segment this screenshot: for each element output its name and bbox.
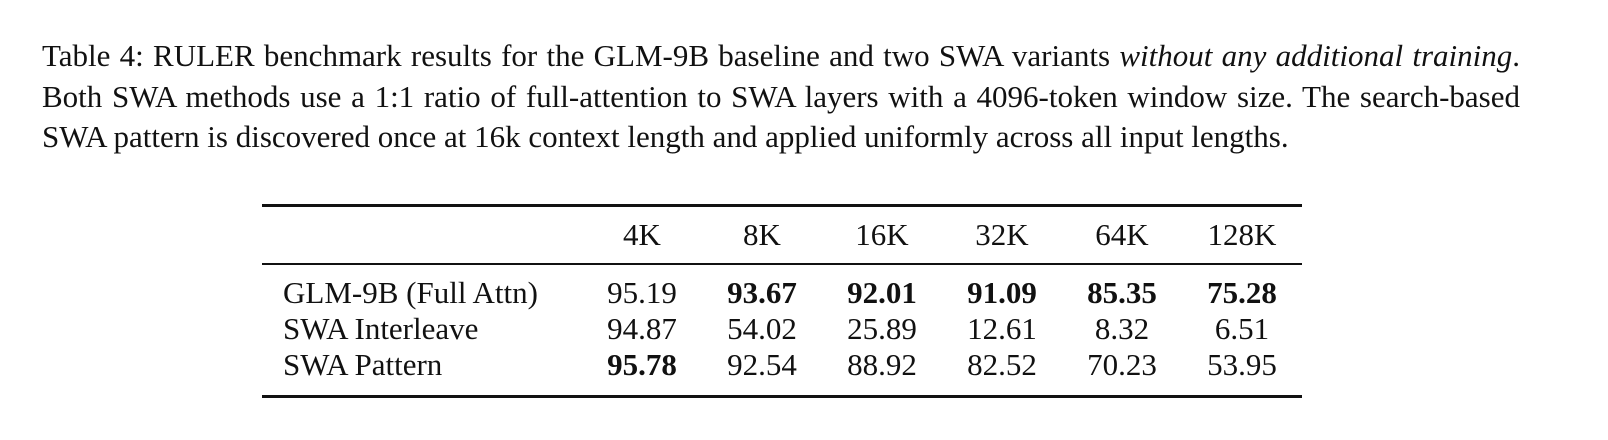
results-table: 4K 8K 16K 32K 64K 128K GLM-9B (Full Attn) 95.1… — [262, 204, 1302, 398]
table-cell: 75.28 — [1207, 275, 1277, 310]
table-cell: 53.95 — [1207, 347, 1277, 382]
table-caption: Table 4: RULER benchmark results for the… — [42, 36, 1520, 158]
table-body: GLM-9B (Full Attn) 95.19 93.67 92.01 91.09 85… — [262, 264, 1302, 397]
column-header: 16K — [855, 217, 909, 252]
table-cell: 94.87 — [607, 311, 677, 346]
caption-text: . Both SWA methods use a 1:1 ratio of fu… — [42, 38, 1520, 154]
table-cell: 6.51 — [1214, 311, 1270, 346]
table-cell: 70.23 — [1087, 347, 1157, 382]
header-row: 4K 8K 16K 32K 64K 128K — [262, 205, 1302, 265]
column-header: 128K — [1207, 217, 1277, 252]
table-header: 4K 8K 16K 32K 64K 128K — [262, 205, 1302, 265]
table-cell: 91.09 — [967, 275, 1037, 310]
header-cell — [262, 206, 582, 265]
row-label: SWA Pattern — [283, 347, 443, 382]
table-cell: 82.52 — [967, 347, 1037, 382]
table-cell: 85.35 — [1087, 275, 1157, 310]
table-cell: 93.67 — [727, 275, 797, 310]
table-row: SWA Interleave 94.87 54.02 25.89 12.61 8.32 6.… — [262, 311, 1302, 347]
table-cell: 95.78 — [607, 347, 677, 382]
column-header: 64K — [1095, 217, 1149, 252]
table-cell: 54.02 — [727, 311, 797, 346]
table-cell: 92.01 — [847, 275, 917, 310]
row-label: SWA Interleave — [283, 311, 479, 346]
column-header: 8K — [743, 217, 781, 252]
table-cell: 12.61 — [967, 311, 1037, 346]
caption-text: without any additional training — [1119, 38, 1513, 73]
caption-text: Table 4: RULER benchmark results for the… — [42, 38, 1120, 73]
table-cell: 95.19 — [607, 275, 677, 310]
column-header: 32K — [975, 217, 1029, 252]
table-cell: 92.54 — [727, 347, 797, 382]
table-row: GLM-9B (Full Attn) 95.19 93.67 92.01 91.09 85… — [262, 264, 1302, 311]
table-cell: 88.92 — [847, 347, 917, 382]
row-label: GLM-9B (Full Attn) — [283, 275, 538, 310]
table-cell: 8.32 — [1094, 311, 1150, 346]
table-row: SWA Pattern 95.78 92.54 88.92 82.52 70.23 53.9… — [262, 347, 1302, 397]
column-header: 4K — [623, 217, 661, 252]
table-cell: 25.89 — [847, 311, 917, 346]
